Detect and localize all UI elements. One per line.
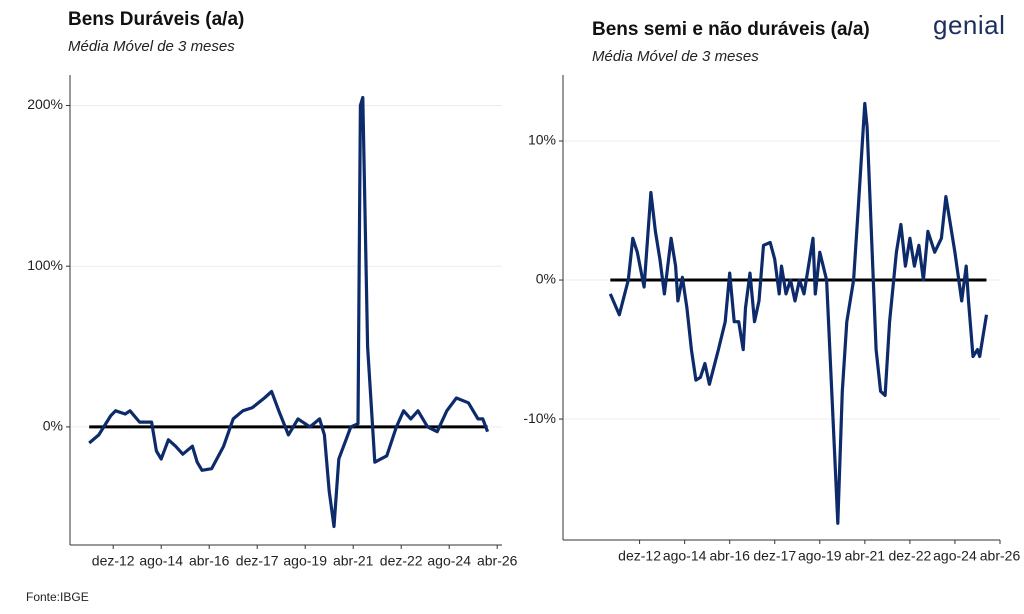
x-tick-label: abr-16 [709, 548, 750, 564]
x-tick-label: abr-26 [980, 548, 1021, 564]
x-tick-label: abr-16 [189, 553, 230, 569]
logo: genial [933, 10, 1005, 40]
x-tick-label: dez-12 [618, 548, 661, 564]
y-tick-label: 0% [536, 271, 556, 287]
y-tick-label: 10% [528, 132, 556, 148]
x-tick-label: dez-22 [888, 548, 931, 564]
source: Fonte:IBGE [26, 590, 89, 604]
x-tick-label: ago-24 [427, 553, 471, 569]
x-tick-label: ago-24 [933, 548, 977, 564]
x-tick-label: ago-19 [798, 548, 842, 564]
x-tick-label: abr-21 [333, 553, 374, 569]
x-tick-label: ago-19 [283, 553, 327, 569]
chart-title: Bens Duráveis (a/a) [68, 9, 244, 30]
x-tick-label: ago-14 [663, 548, 707, 564]
chart-subtitle: Média Móvel de 3 meses [68, 38, 235, 55]
y-tick-label: 200% [27, 96, 63, 112]
data-line [608, 101, 989, 525]
chart-title: Bens semi e não duráveis (a/a) [592, 19, 870, 40]
x-tick-label: dez-12 [92, 553, 135, 569]
x-tick-label: ago-14 [139, 553, 183, 569]
chart-subtitle: Média Móvel de 3 meses [592, 48, 759, 65]
x-tick-label: abr-21 [845, 548, 886, 564]
data-line [88, 95, 490, 529]
y-tick-label: 0% [43, 418, 63, 434]
y-tick-label: 100% [27, 257, 63, 273]
x-tick-label: dez-22 [380, 553, 423, 569]
x-tick-label: dez-17 [236, 553, 279, 569]
x-tick-label: dez-17 [753, 548, 796, 564]
x-tick-label: abr-26 [477, 553, 518, 569]
y-tick-label: -10% [523, 410, 556, 426]
